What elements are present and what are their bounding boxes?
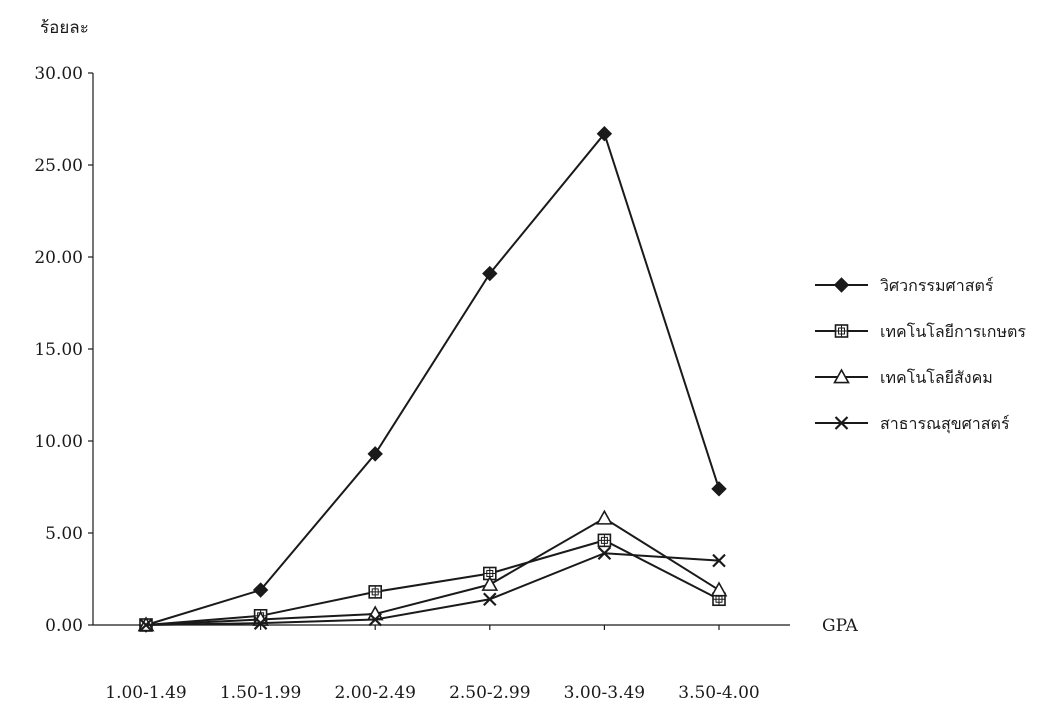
data-point bbox=[596, 126, 613, 142]
series-4 bbox=[139, 546, 726, 632]
legend-item: เทคโนโลยีการเกษตร bbox=[815, 322, 1026, 341]
legend-marker bbox=[833, 368, 850, 384]
data-point bbox=[253, 616, 268, 630]
data-point bbox=[597, 546, 612, 561]
data-point bbox=[252, 582, 269, 598]
legend-label: เทคโนโลยีการเกษตร bbox=[880, 322, 1026, 341]
legend-label: วิศวกรรมศาสตร์ bbox=[880, 276, 994, 295]
legend-item: วิศวกรรมศาสตร์ bbox=[815, 276, 994, 295]
legend-marker bbox=[833, 277, 850, 293]
series-line bbox=[145, 552, 720, 626]
data-point bbox=[368, 612, 382, 627]
axes: 0.00 5.00 10.00 15.00 20.00 25.00 30.00 1.00-1.… bbox=[34, 64, 790, 703]
series-line bbox=[145, 517, 720, 626]
data-point bbox=[367, 446, 383, 462]
data-point bbox=[483, 592, 497, 607]
legend-label: สาธารณสุขศาสตร์ bbox=[880, 414, 1010, 434]
legend-label: เทคโนโลยีสังคม bbox=[880, 368, 993, 387]
series-line bbox=[145, 539, 720, 626]
y-tick-label: 20.00 bbox=[34, 248, 83, 268]
x-tick-label: 3.00-3.49 bbox=[564, 683, 645, 703]
y-tick-label: 5.00 bbox=[45, 524, 83, 544]
legend-item: สาธารณสุขศาสตร์ bbox=[815, 414, 1010, 434]
y-axis-unit-label: ร้อยละ bbox=[40, 18, 89, 38]
x-tick-label: 2.50-2.99 bbox=[449, 683, 530, 703]
legend: วิศวกรรมศาสตร์เทคโนโลยีการเกษตรเทคโนโลยี… bbox=[815, 276, 1026, 434]
series-layer bbox=[137, 126, 728, 633]
series-2 bbox=[139, 533, 726, 632]
y-tick-label: 10.00 bbox=[34, 432, 83, 452]
x-tick-label: 1.50-1.99 bbox=[220, 683, 301, 703]
x-tick-label: 2.00-2.49 bbox=[334, 683, 415, 703]
data-point bbox=[139, 618, 153, 632]
y-tick-label: 25.00 bbox=[34, 156, 83, 176]
legend-item: เทคโนโลยีสังคม bbox=[815, 368, 993, 387]
data-point bbox=[368, 585, 383, 599]
data-point bbox=[710, 581, 728, 597]
y-tick-label: 0.00 bbox=[45, 616, 83, 636]
legend-marker bbox=[834, 416, 849, 430]
y-tick-label: 15.00 bbox=[34, 340, 83, 360]
data-point bbox=[482, 265, 498, 282]
x-axis-title: GPA bbox=[822, 616, 858, 636]
series-line bbox=[145, 131, 720, 626]
data-point bbox=[596, 509, 613, 525]
data-point bbox=[712, 553, 726, 568]
legend-marker bbox=[834, 324, 849, 338]
data-point bbox=[481, 575, 499, 591]
x-tick-label: 3.50-4.00 bbox=[678, 683, 759, 703]
y-tick-label: 30.00 bbox=[34, 64, 83, 84]
data-point bbox=[711, 481, 727, 497]
data-point bbox=[597, 533, 612, 548]
series-3 bbox=[137, 509, 728, 632]
x-tick-label: 1.00-1.49 bbox=[105, 683, 186, 703]
